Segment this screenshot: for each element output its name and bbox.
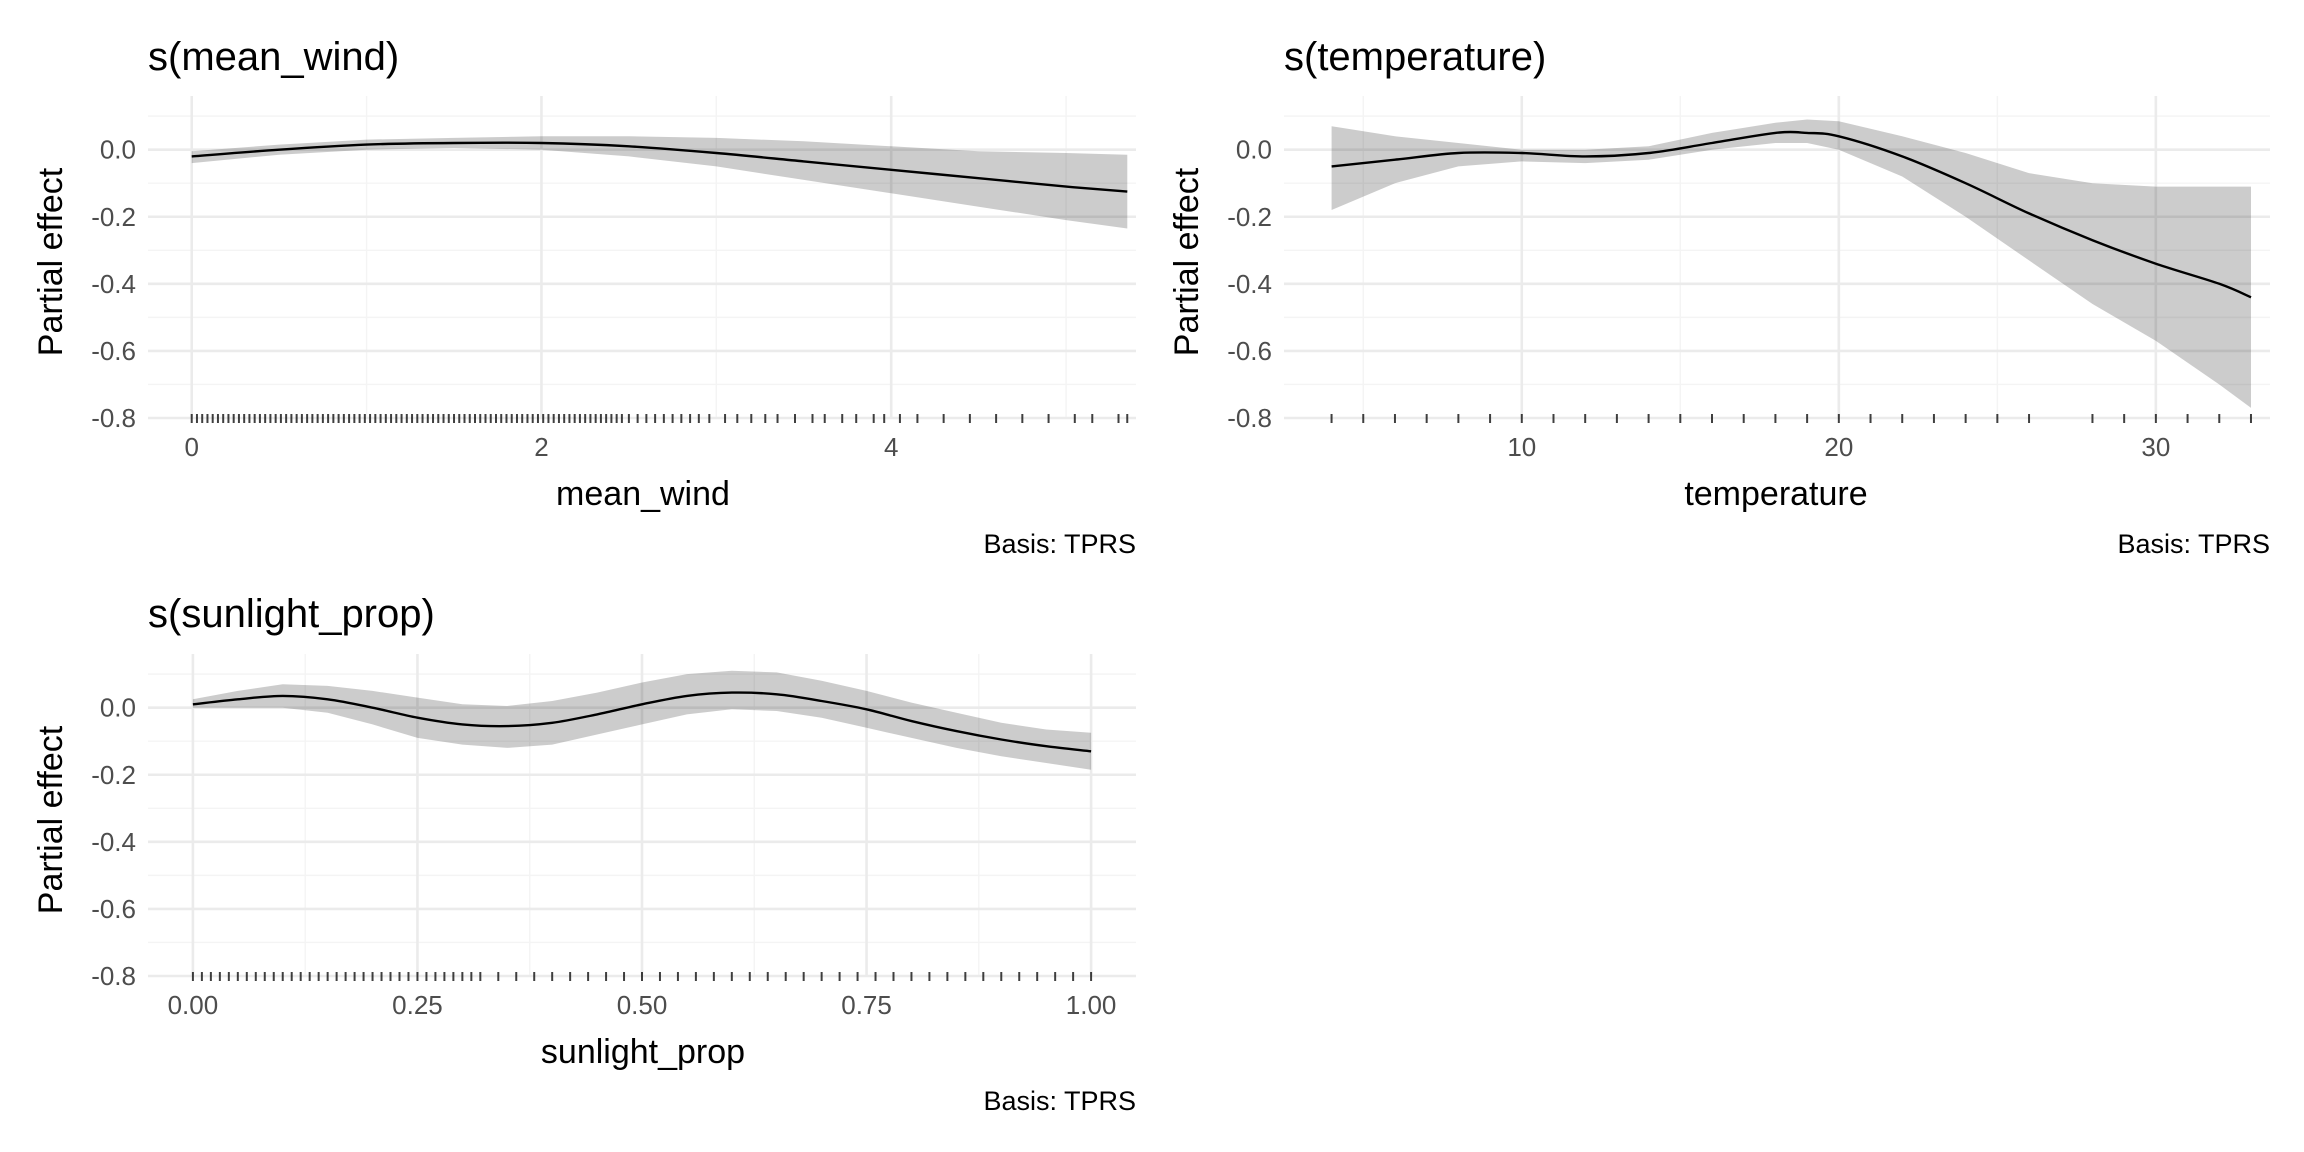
- plot-area: [191, 670, 1093, 981]
- panel-title: s(temperature): [1284, 35, 1546, 79]
- y-tick-label: -0.4: [91, 269, 136, 299]
- x-tick-label: 0.25: [392, 990, 443, 1020]
- plot-area: [1330, 119, 2252, 423]
- y-tick-label: 0.0: [1236, 135, 1272, 165]
- x-tick-label: 1.00: [1066, 990, 1117, 1020]
- x-axis-title: temperature: [1684, 475, 1867, 513]
- y-tick-label: -0.4: [1227, 269, 1272, 299]
- x-tick-label: 20: [1824, 432, 1853, 462]
- basis-caption: Basis: TPRS: [2117, 529, 2270, 559]
- basis-caption: Basis: TPRS: [983, 1086, 1136, 1116]
- y-tick-label: -0.8: [1227, 403, 1272, 433]
- tick-labels: 0.0 -0.2 -0.4 -0.6 -0.8 10 20 30: [1227, 135, 2170, 462]
- y-tick-label: -0.6: [91, 894, 136, 924]
- x-tick-label: 10: [1507, 432, 1536, 462]
- y-axis-title: Partial effect: [32, 725, 70, 914]
- x-tick-label: 30: [2141, 432, 2170, 462]
- y-tick-label: -0.8: [91, 961, 136, 991]
- y-tick-label: -0.2: [1227, 202, 1272, 232]
- partial-effect-line: [192, 691, 1092, 753]
- partial-effect-line: [191, 141, 1128, 193]
- y-tick-label: 0.0: [100, 135, 136, 165]
- x-tick-label: 0.50: [617, 990, 668, 1020]
- tick-labels: 0.0 -0.2 -0.4 -0.6 -0.8 0.00 0.25 0.50 0.75 1.00: [91, 693, 1116, 1020]
- confidence-band: [1331, 119, 2251, 408]
- y-tick-label: -0.6: [91, 336, 136, 366]
- y-tick-label: -0.2: [91, 760, 136, 790]
- panel-sunlight-prop: s(sunlight_prop) 0.0 -0.2 -0.4 -0.6 -0.8 0.00…: [32, 592, 1136, 1116]
- tick-labels: 0.0 -0.2 -0.4 -0.6 -0.8 0 2 4: [91, 135, 898, 462]
- panel-mean-wind: s(mean_wind) 0.0 -0.2 -0.4 -0.6 -0.8 0 2 4 mean…: [32, 35, 1136, 559]
- x-axis-title: mean_wind: [556, 475, 730, 513]
- y-tick-label: -0.6: [1227, 336, 1272, 366]
- y-axis-title: Partial effect: [32, 167, 70, 356]
- x-tick-label: 0.00: [168, 990, 219, 1020]
- grid: [148, 96, 1136, 420]
- x-tick-label: 0: [184, 432, 198, 462]
- grid: [1284, 96, 2270, 420]
- x-axis-title: sunlight_prop: [541, 1033, 745, 1071]
- y-axis-title: Partial effect: [1168, 167, 1206, 356]
- panel-temperature: s(temperature) 0.0 -0.2 -0.4 -0.6 -0.8 10 20 30…: [1168, 35, 2270, 559]
- y-tick-label: 0.0: [100, 693, 136, 723]
- x-tick-label: 4: [884, 432, 898, 462]
- basis-caption: Basis: TPRS: [983, 529, 1136, 559]
- panel-title: s(mean_wind): [148, 35, 399, 79]
- partial-effect-line: [1331, 130, 2252, 299]
- y-tick-label: -0.4: [91, 827, 136, 857]
- x-tick-label: 2: [534, 432, 548, 462]
- confidence-band: [191, 136, 1128, 229]
- y-tick-label: -0.8: [91, 403, 136, 433]
- confidence-band: [192, 670, 1092, 770]
- panel-title: s(sunlight_prop): [148, 592, 435, 636]
- plot-area: [190, 136, 1129, 423]
- y-tick-label: -0.2: [91, 202, 136, 232]
- grid: [148, 654, 1136, 978]
- x-tick-label: 0.75: [841, 990, 892, 1020]
